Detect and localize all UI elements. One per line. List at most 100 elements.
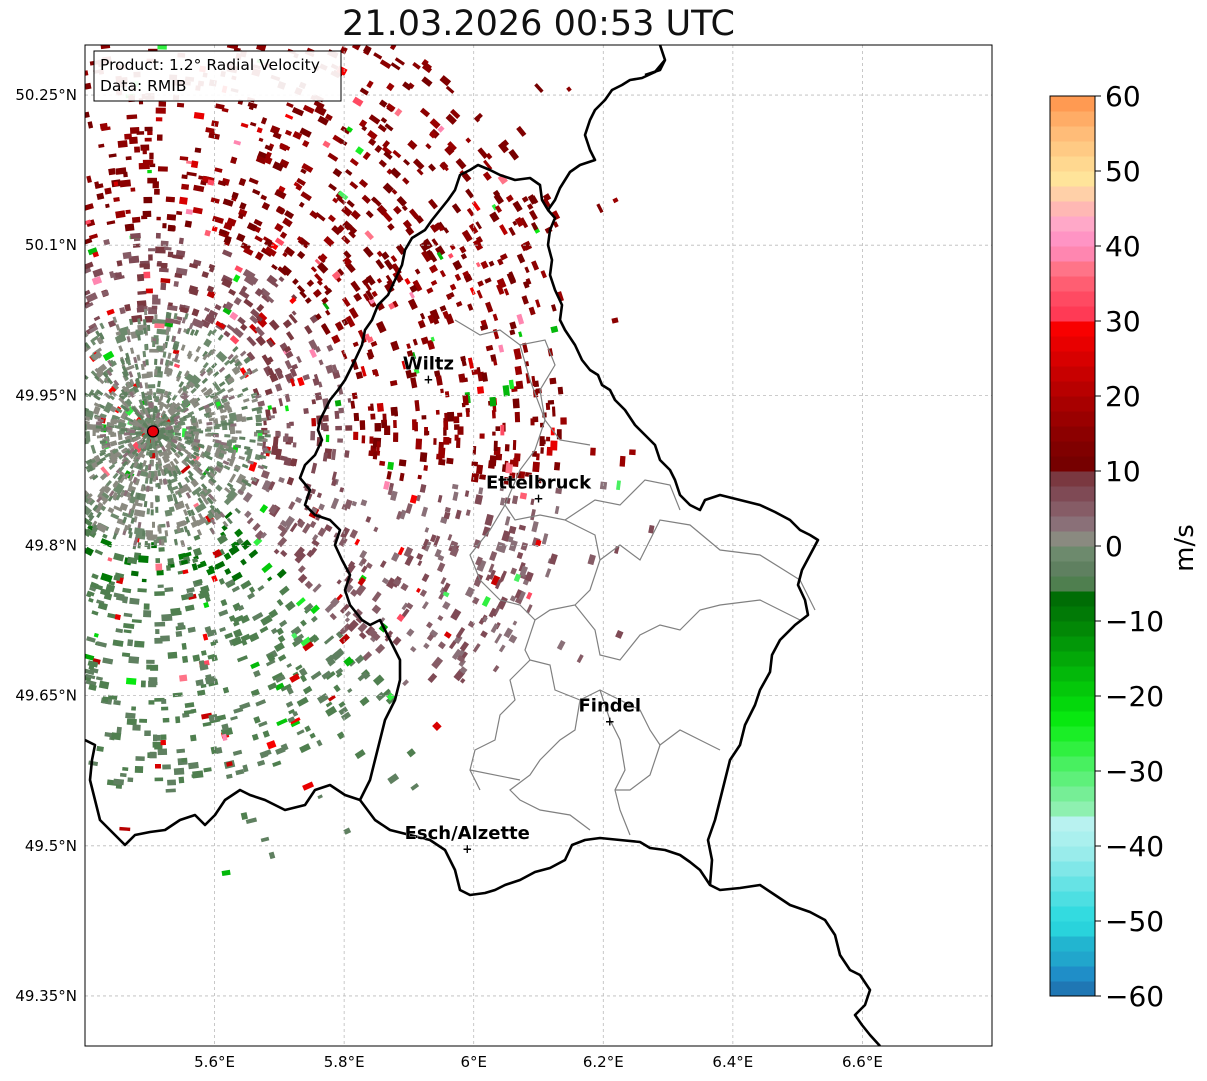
echo-cell [451, 648, 462, 661]
echo-cell [403, 158, 411, 166]
echo-cell [526, 604, 533, 614]
echo-cell [188, 474, 195, 482]
echo-cell [114, 334, 126, 344]
echo-cell [345, 315, 356, 328]
echo-cell [192, 397, 199, 404]
echo-cell [279, 142, 291, 151]
echo-cell [154, 188, 160, 195]
echo-cell [113, 415, 121, 421]
echo-cell [215, 350, 228, 363]
echo-cell [223, 552, 232, 561]
echo-cell [498, 644, 506, 653]
echo-cell [118, 345, 124, 352]
echo-cell [176, 748, 186, 754]
echo-cell [110, 512, 120, 520]
echo-cell [462, 394, 469, 406]
echo-cell [160, 468, 165, 476]
echo-cell [258, 137, 264, 143]
echo-cell [434, 548, 442, 558]
echo-cell [325, 670, 336, 681]
echo-cell [259, 626, 269, 634]
echo-cell [289, 378, 296, 387]
echo-cell [311, 399, 317, 405]
echo-cell [191, 563, 198, 571]
echo-cell [148, 254, 153, 261]
echo-cell [229, 335, 240, 345]
echo-cell [175, 630, 183, 637]
echo-cell [402, 679, 409, 687]
echo-cell [410, 377, 418, 389]
echo-cell [177, 445, 184, 452]
echo-cell [488, 608, 497, 618]
echo-cell [95, 425, 102, 429]
echo-cell [218, 228, 227, 236]
echo-cell [112, 533, 118, 540]
echo-cell [528, 306, 536, 316]
radar-echoes [85, 45, 655, 877]
echo-cell [442, 582, 451, 593]
echo-cell [123, 489, 129, 497]
echo-cell [371, 604, 382, 615]
echo-cell [92, 504, 99, 512]
national-borders [85, 45, 881, 1046]
echo-cell [123, 473, 130, 480]
echo-cell [190, 734, 197, 742]
echo-cell [267, 682, 278, 691]
echo-cell [200, 650, 207, 656]
echo-cell [481, 372, 488, 382]
echo-cell [138, 450, 145, 458]
echo-cell [209, 465, 216, 472]
echo-cell [204, 229, 211, 237]
echo-cell [141, 215, 148, 220]
echo-cell [159, 358, 164, 365]
echo-cell [321, 296, 329, 305]
echo-cell [131, 619, 142, 624]
echo-cell [135, 381, 141, 389]
echo-cell [181, 642, 187, 650]
echo-cell [144, 730, 151, 737]
echo-cell [414, 400, 420, 412]
echo-cell [121, 652, 131, 658]
echo-cell [99, 486, 106, 493]
echo-cell [165, 463, 171, 471]
echo-cell [510, 567, 518, 575]
echo-cell [167, 312, 172, 319]
echo-cell [86, 175, 92, 183]
echo-cell [352, 341, 359, 348]
echo-cell [90, 444, 97, 454]
echo-cell [179, 156, 189, 161]
echo-cell [99, 439, 107, 444]
echo-cell [154, 323, 165, 329]
echo-cell [85, 653, 95, 661]
echo-cell [91, 520, 98, 528]
echo-cell [157, 45, 167, 50]
echo-cell [132, 385, 138, 393]
echo-cell [322, 452, 328, 462]
echo-cell [85, 458, 93, 465]
echo-cell [134, 363, 139, 370]
echo-cell [292, 442, 297, 448]
echo-cell [406, 343, 411, 350]
echo-cell [404, 277, 411, 285]
echo-cell [331, 334, 341, 344]
echo-cell [201, 487, 209, 494]
echo-cell [231, 436, 238, 441]
echo-cell [132, 455, 139, 463]
echo-cell [173, 767, 185, 776]
echo-cell [250, 661, 261, 670]
echo-cell [451, 203, 462, 214]
echo-cell [275, 746, 286, 755]
echo-cell [295, 183, 303, 191]
echo-cell [197, 443, 205, 448]
echo-cell [297, 565, 306, 574]
echo-cell [152, 392, 157, 399]
echo-cell [141, 578, 147, 583]
echo-cell [88, 597, 94, 603]
echo-cell [182, 569, 189, 575]
echo-cell [402, 177, 410, 185]
echo-cell [216, 714, 227, 721]
echo-cell [514, 589, 524, 600]
echo-cell [170, 441, 177, 448]
echo-cell [499, 224, 508, 236]
echo-cell [277, 536, 288, 548]
